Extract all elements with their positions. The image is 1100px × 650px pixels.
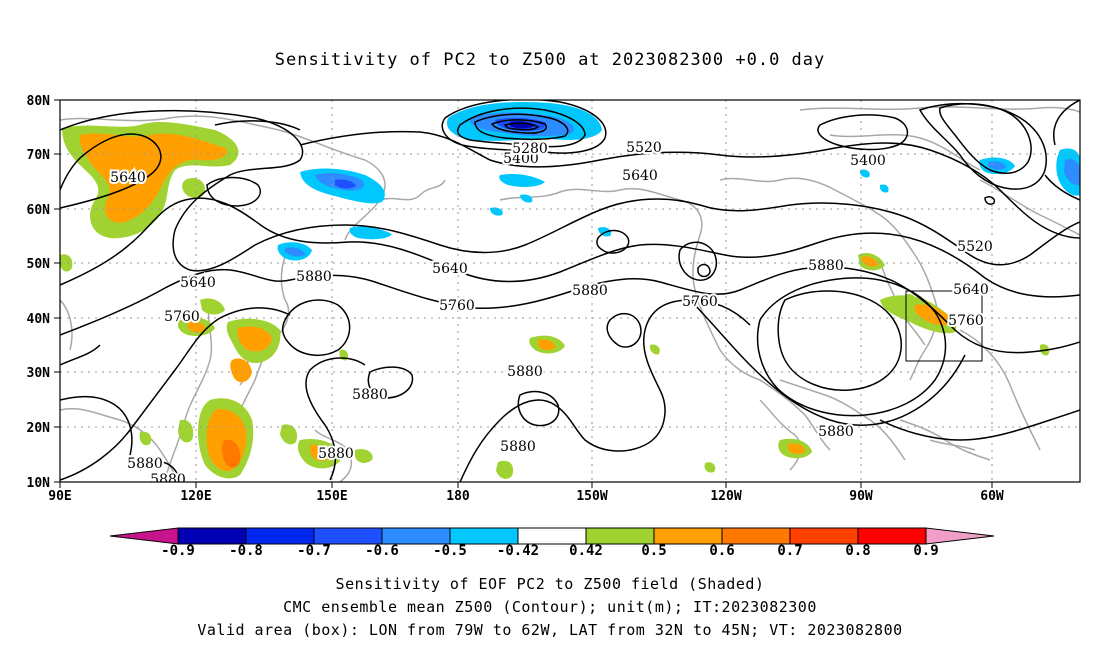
colorbar-label: 0.42 <box>569 543 603 559</box>
colorbar-swatch <box>789 527 859 545</box>
contour-label-group: 5640 5400 5280 5520 5640 5400 5520 5640 … <box>108 138 995 488</box>
lat-label: 30N <box>27 366 51 381</box>
lat-axis-labels: 80N 70N 60N 50N 40N 30N 20N 10N <box>27 94 51 491</box>
caption-line-1: Sensitivity of EOF PC2 to Z500 field (Sh… <box>335 575 765 593</box>
contour-label: 5640 <box>110 170 146 186</box>
colorbar-swatch <box>585 527 655 545</box>
lon-label: 60W <box>980 489 1004 504</box>
sensitivity-shading <box>60 101 1080 479</box>
colorbar-label: -0.42 <box>496 543 540 559</box>
contour-label: 5400 <box>850 153 886 169</box>
colorbar-label: -0.7 <box>297 543 331 559</box>
lat-label: 50N <box>27 257 51 272</box>
colorbar-label: -0.9 <box>161 543 195 559</box>
colorbar-high-arrow <box>925 527 995 545</box>
lon-axis-labels: 90E 120E 150E 180 150W 120W 90W 60W <box>48 489 1004 504</box>
caption-line-3: Valid area (box): LON from 79W to 62W, L… <box>197 621 903 639</box>
colorbar-label: 0.8 <box>845 543 871 559</box>
z500-contours <box>60 100 1080 482</box>
colorbar-label: -0.5 <box>433 543 467 559</box>
contour-label: 5880 <box>818 424 854 440</box>
colorbar-swatch <box>517 527 587 545</box>
contour-label: 5760 <box>164 309 200 325</box>
contour-label: 5880 <box>507 364 543 380</box>
colorbar-swatch <box>245 527 315 545</box>
contour-label: 5640 <box>622 168 658 184</box>
colorbar-swatch <box>721 527 791 545</box>
graticule-grid <box>60 100 1080 482</box>
colorbar-swatch <box>653 527 723 545</box>
contour-label: 5880 <box>318 446 354 462</box>
contour-label: 5520 <box>626 140 662 156</box>
lon-label: 150E <box>316 489 347 504</box>
contour-label: 5880 <box>296 269 332 285</box>
contour-label: 5640 <box>432 261 468 277</box>
colorbar-label: 0.7 <box>777 543 803 559</box>
lon-label: 90W <box>849 489 873 504</box>
contour-label: 5280 <box>512 141 548 157</box>
lon-label: 120E <box>180 489 211 504</box>
lat-label: 20N <box>27 421 51 436</box>
lon-label: 180 <box>446 489 470 504</box>
colorbar-label: -0.6 <box>365 543 399 559</box>
colorbar-low-arrow <box>109 527 179 545</box>
contour-label: 5760 <box>682 294 718 310</box>
contour-label: 5880 <box>352 387 388 403</box>
contour-label: 5760 <box>948 313 984 329</box>
figure-title: Sensitivity of PC2 to Z500 at 2023082300… <box>274 50 826 70</box>
contour-label: 5880 <box>150 472 186 488</box>
colorbar-label: -0.8 <box>229 543 263 559</box>
lat-label: 60N <box>27 203 51 218</box>
contour-label: 5400 <box>503 151 539 167</box>
lat-label: 80N <box>27 94 51 109</box>
colorbar-label: 0.6 <box>709 543 735 559</box>
colorbar-swatch <box>177 527 247 545</box>
lon-label: 120W <box>710 489 741 504</box>
colorbar-label: 0.9 <box>913 543 939 559</box>
caption-line-2: CMC ensemble mean Z500 (Contour); unit(m… <box>283 598 817 616</box>
contour-label: 5760 <box>439 298 475 314</box>
colorbar-swatch <box>449 527 519 545</box>
lat-label: 40N <box>27 312 51 327</box>
lon-label: 90E <box>48 489 71 504</box>
contour-label: 5880 <box>808 258 844 274</box>
colorbar-swatch <box>313 527 383 545</box>
contour-label: 5640 <box>180 275 216 291</box>
contour-label: 5880 <box>572 283 608 299</box>
contour-label: 5880 <box>500 439 536 455</box>
contour-label: 5520 <box>957 239 993 255</box>
coastlines <box>60 106 1080 482</box>
lat-label: 10N <box>27 476 51 491</box>
lat-label: 70N <box>27 148 51 163</box>
lon-label: 150W <box>576 489 607 504</box>
colorbar <box>109 527 995 545</box>
colorbar-swatch <box>381 527 451 545</box>
map-frame <box>59 99 1081 483</box>
valid-area-box <box>905 290 983 362</box>
contour-label: 5640 <box>953 282 989 298</box>
colorbar-swatch <box>857 527 927 545</box>
axis-ticks <box>54 99 993 488</box>
contour-label: 5880 <box>127 456 163 472</box>
colorbar-label: 0.5 <box>641 543 667 559</box>
